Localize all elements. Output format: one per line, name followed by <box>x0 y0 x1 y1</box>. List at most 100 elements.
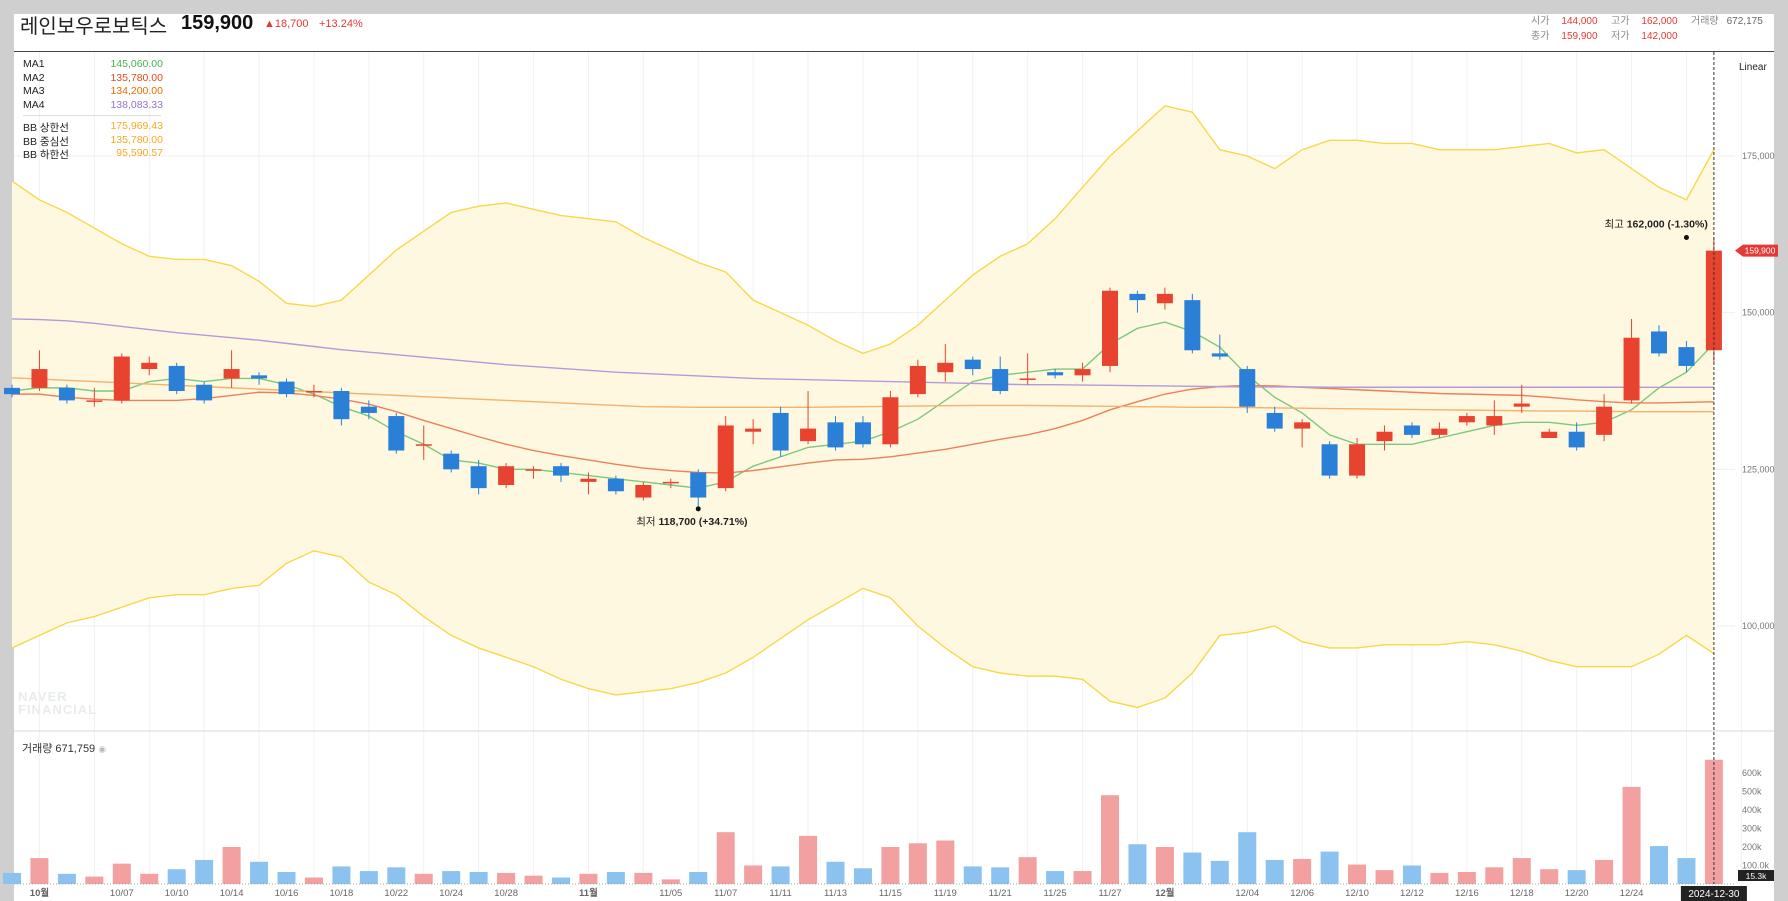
legend-ma3[interactable]: MA3 134,200.00 <box>23 85 163 97</box>
volume-bar <box>112 863 131 884</box>
candle-body <box>470 466 487 489</box>
candle-body <box>1376 431 1393 442</box>
x-tick-label: 12/12 <box>1400 888 1424 899</box>
volume-bar <box>1348 864 1367 884</box>
legend-ma2[interactable]: MA2 135,780.00 <box>23 71 163 84</box>
candle-body <box>1321 444 1338 476</box>
header-divider <box>14 51 1774 52</box>
volume-bar <box>936 840 955 884</box>
volume-bar <box>908 843 927 884</box>
candle-body <box>113 356 130 401</box>
volume-bar <box>606 871 625 884</box>
volume-bar <box>414 873 433 884</box>
x-tick-label: 10/18 <box>330 888 354 899</box>
volume-bar <box>661 879 680 884</box>
candle-body <box>1486 416 1503 426</box>
vol-tick-label: 500k <box>1742 787 1762 797</box>
volume-bar <box>30 858 49 884</box>
naver-financial-watermark: NAVER FINANCIAL <box>18 689 98 717</box>
high-label: 고가 <box>1611 16 1630 27</box>
ohlc-volume: 거래량 672,175 <box>1691 12 1763 27</box>
volume-bar <box>359 871 378 884</box>
x-tick-label: 12/06 <box>1290 888 1314 899</box>
x-tick-label: 10월 <box>30 887 49 899</box>
high-value: 162,000 <box>1641 16 1678 27</box>
series-line-bb-하한선 <box>11 550 1715 709</box>
volume-bar <box>277 871 296 884</box>
x-tick-label: 12/10 <box>1345 888 1369 899</box>
candle-body <box>662 481 679 484</box>
candle-body <box>86 400 103 402</box>
volume-bar <box>1457 871 1476 884</box>
volume-bar <box>552 877 570 884</box>
candle-body <box>1651 331 1667 354</box>
vol-tick-label: 600k <box>1742 768 1762 778</box>
x-tick-label: 10/07 <box>110 888 134 899</box>
volume-bar <box>195 859 214 884</box>
x-tick-label: 10/22 <box>384 888 408 899</box>
high-marker <box>1683 234 1689 240</box>
legend-bb-upper[interactable]: BB 상한선 175,969.43 <box>23 120 163 134</box>
volume-bar <box>826 861 845 884</box>
volume-bar <box>1704 759 1723 884</box>
volume-bar <box>1320 851 1339 884</box>
volume-bar <box>579 873 598 884</box>
candle-body <box>1623 337 1640 401</box>
x-tick-label: 12/18 <box>1510 888 1534 899</box>
low-marker <box>695 506 701 512</box>
x-tick-label: 11월 <box>579 887 598 899</box>
volume-bar <box>771 866 790 884</box>
volume-bar <box>881 847 900 884</box>
volume-bar <box>3 872 21 884</box>
volume-bar <box>1595 859 1614 884</box>
candle-body <box>745 428 762 432</box>
candle-body <box>278 381 295 395</box>
ohlc-open-close: 시가 144,000 종가 159,900 <box>1531 12 1598 42</box>
candle-body <box>498 466 515 485</box>
candle-body <box>223 369 240 379</box>
volume-bar <box>963 866 982 884</box>
volume-bar <box>1567 870 1586 884</box>
candle-body <box>909 365 926 395</box>
candle-body <box>1239 369 1256 407</box>
x-tick-label: 12월 <box>1155 887 1174 899</box>
x-tick-label: 11/27 <box>1098 888 1121 899</box>
candle-body <box>1541 431 1558 438</box>
volume-bar <box>1101 795 1119 884</box>
legend-ma4[interactable]: MA4 138,083.33 <box>23 98 163 111</box>
volume-bar <box>140 873 159 884</box>
volume-bar <box>716 832 735 884</box>
candle-body <box>1129 293 1146 301</box>
x-tick-label: 12/16 <box>1455 888 1479 899</box>
stock-change: ▲18,700 <box>264 18 309 30</box>
volume-bar <box>304 877 323 884</box>
candle-body <box>4 387 20 395</box>
x-tick-label: 10/28 <box>494 888 518 899</box>
candle-body <box>690 472 707 498</box>
candle-body <box>553 466 569 476</box>
candle-body <box>635 485 652 498</box>
legend-bb-lower[interactable]: BB 하한선 95,590.57 <box>23 147 163 161</box>
legend-ma1[interactable]: MA1 145,060.00 <box>23 58 163 70</box>
scale-mode-toggle[interactable]: Linear <box>1739 62 1767 73</box>
x-tick-label: 11/05 <box>659 888 682 899</box>
volume-bar <box>442 871 461 884</box>
x-tick-label: 11/13 <box>824 888 847 899</box>
candle-body <box>800 428 817 442</box>
volume-bar <box>799 835 818 884</box>
volume-bar <box>853 868 872 884</box>
candle-body <box>854 422 871 445</box>
candle-body <box>882 397 899 445</box>
y-tick-label: 150,000 <box>1742 308 1775 318</box>
x-tick-label: 12/04 <box>1235 888 1259 899</box>
volume-bar <box>1402 865 1421 884</box>
volume-bar <box>1375 870 1394 884</box>
last-volume-label: 15.3k <box>1746 871 1768 881</box>
legend-bb-middle[interactable]: BB 중심선 135,780.00 <box>23 133 163 148</box>
volume-bar <box>57 873 76 884</box>
candle-body <box>1431 428 1448 435</box>
candle-body <box>443 453 460 470</box>
close-label: 종가 <box>1531 31 1550 42</box>
candle-body <box>607 478 624 492</box>
